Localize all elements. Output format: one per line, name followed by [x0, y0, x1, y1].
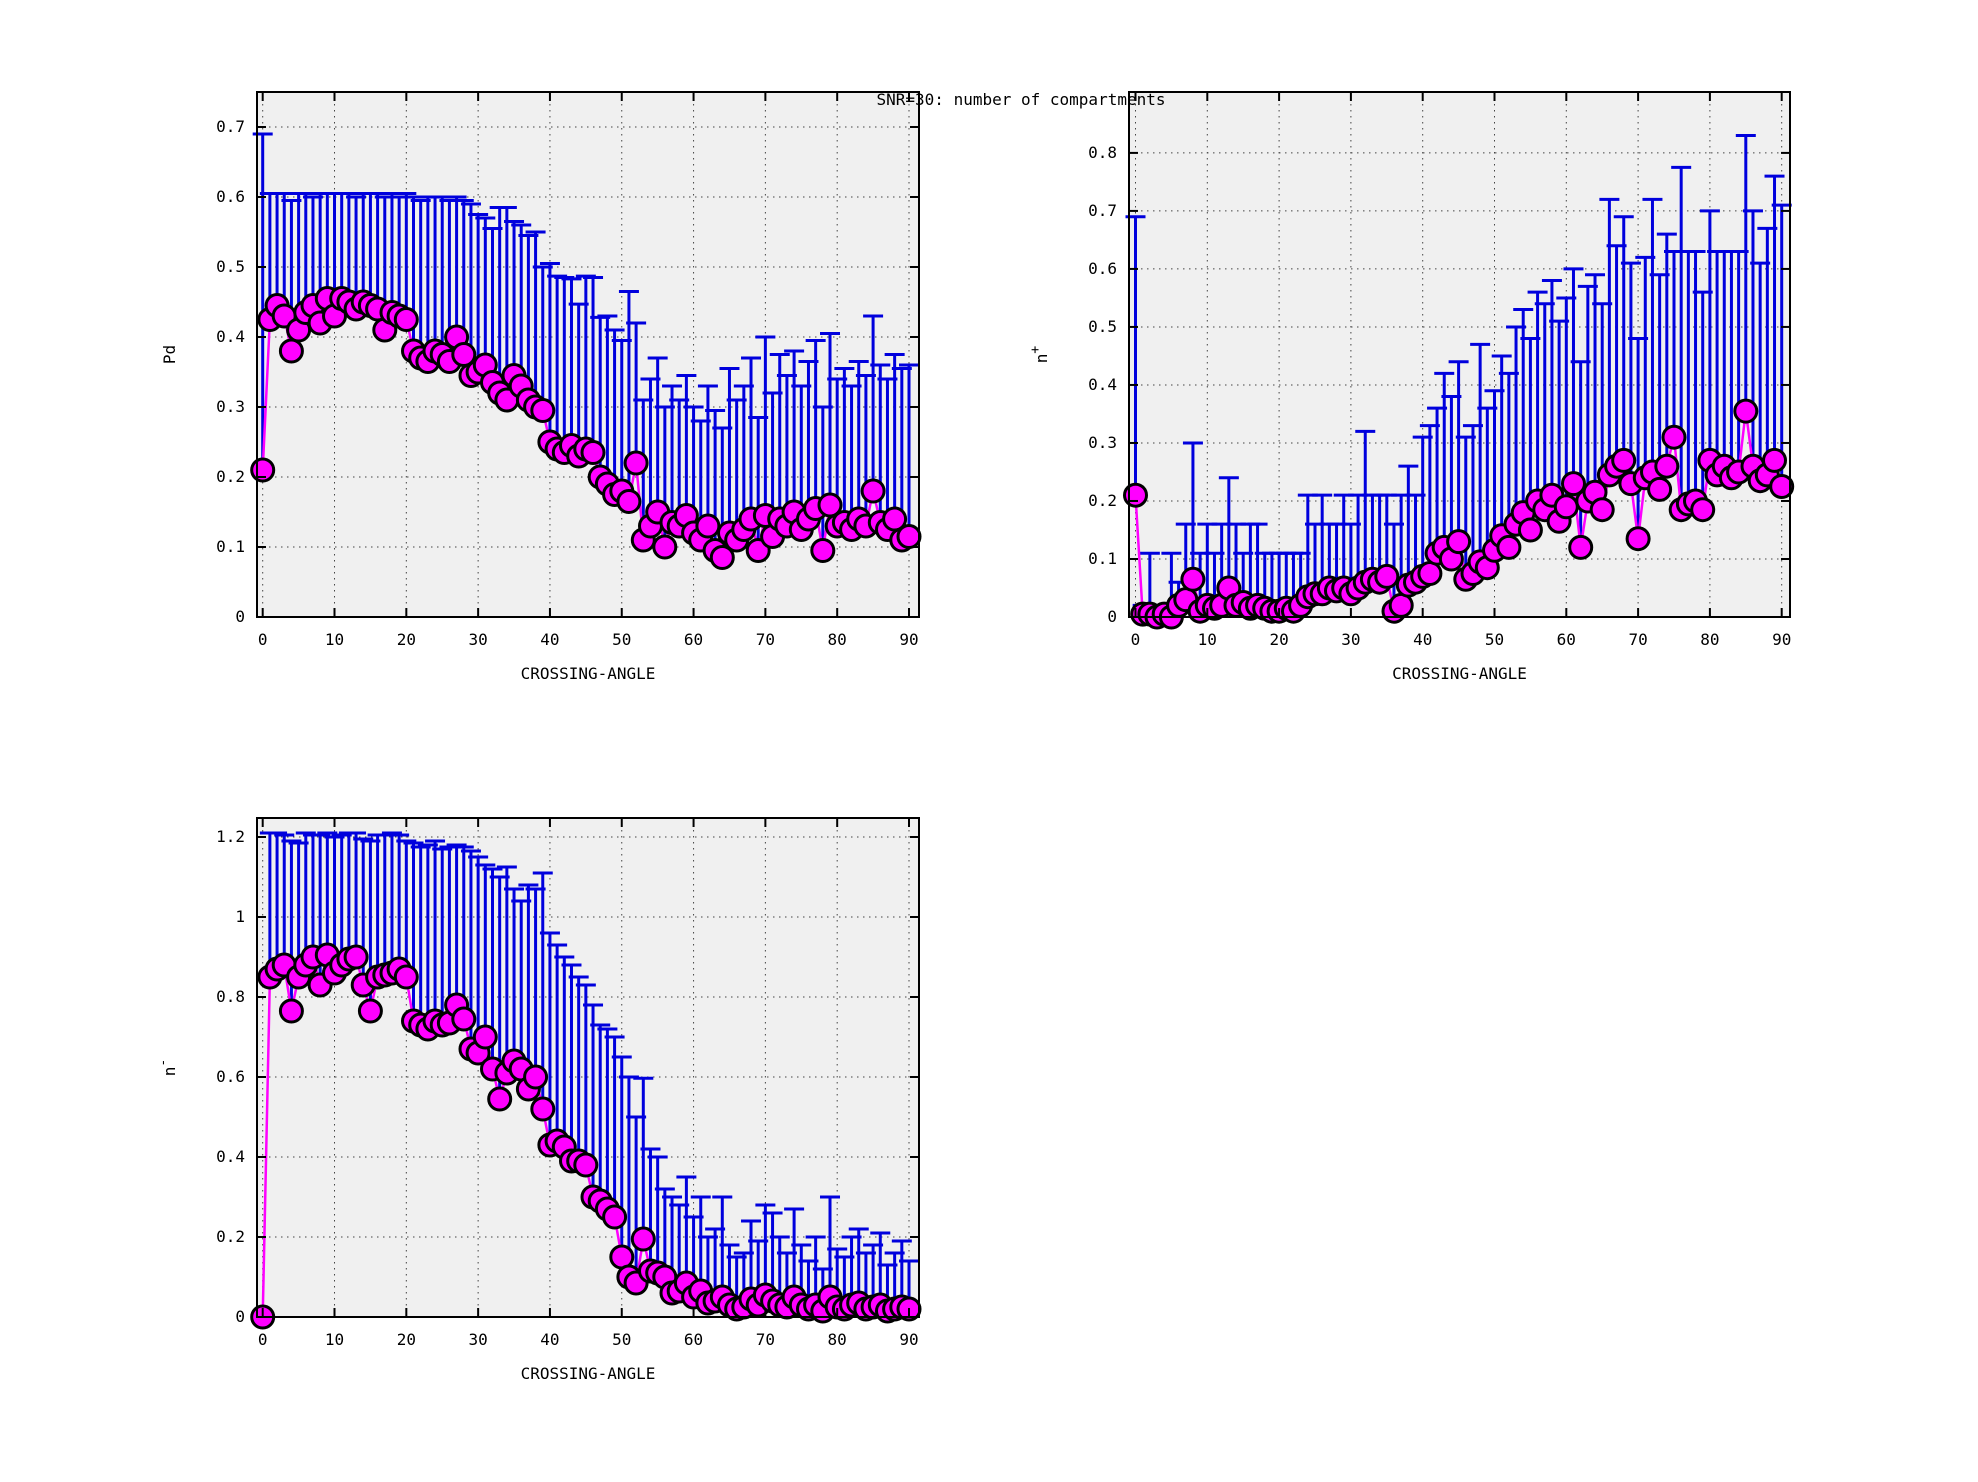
x-tick-label: 50 [1485, 630, 1504, 649]
y-tick-label: 0.2 [216, 1227, 245, 1246]
y-tick-label: 0 [235, 1307, 245, 1326]
y-tick-label: 0.6 [216, 1067, 245, 1086]
x-tick-label: 10 [325, 1330, 344, 1349]
x-tick-label: 90 [899, 1330, 918, 1349]
y-tick-label: 0.2 [1088, 491, 1117, 510]
x-tick-label: 60 [1557, 630, 1576, 649]
y-axis-label-n-minus: n- [156, 1059, 179, 1076]
x-tick-label: 60 [684, 630, 703, 649]
y-axis-label-pd: Pd [160, 345, 179, 364]
y-tick-label: 1 [235, 907, 245, 926]
x-tick-label: 10 [325, 630, 344, 649]
x-tick-label: 50 [612, 1330, 631, 1349]
y-tick-label: 0.4 [1088, 375, 1117, 394]
tick-labels-n-minus: 0 10 20 30 40 50 60 70 80 90 0 0.2 0.4 0.6 0.8 1 1.2 [216, 827, 919, 1349]
y-tick-label: 0.6 [1088, 259, 1117, 278]
y-tick-label: 0.8 [1088, 143, 1117, 162]
y-tick-label: 0.3 [216, 397, 245, 416]
y-tick-label: 0.8 [216, 987, 245, 1006]
plot-border-n-minus [256, 817, 920, 1318]
data-markers-pd [250, 286, 922, 570]
y-tick-label: 0.7 [216, 117, 245, 136]
x-tick-label: 30 [469, 630, 488, 649]
x-tick-label: 40 [540, 1330, 559, 1349]
x-tick-label: 30 [1341, 630, 1360, 649]
axis-ticks-pd [257, 92, 919, 618]
y-axis-label-n-plus: n+ [1028, 346, 1051, 364]
y-tick-label: 0.6 [216, 187, 245, 206]
x-tick-label: 80 [828, 630, 847, 649]
plot-border-pd [256, 91, 920, 618]
x-tick-label: 70 [756, 630, 775, 649]
y-tick-label: 0.1 [1088, 549, 1117, 568]
x-axis-label-pd: CROSSING-ANGLE [521, 664, 656, 683]
y-tick-label: 0.4 [216, 1147, 245, 1166]
x-tick-label: 0 [1131, 630, 1141, 649]
y-tick-label: 0.2 [216, 467, 245, 486]
y-tick-label: 1.2 [216, 827, 245, 846]
x-tick-label: 90 [899, 630, 918, 649]
x-axis-label-n-minus: CROSSING-ANGLE [521, 1364, 656, 1383]
x-tick-label: 80 [828, 1330, 847, 1349]
y-tick-label: 0.4 [216, 327, 245, 346]
axis-ticks-n-minus [257, 818, 919, 1318]
x-tick-label: 60 [684, 1330, 703, 1349]
x-tick-label: 90 [1772, 630, 1791, 649]
tick-labels-pd: 0 10 20 30 40 50 60 70 80 90 0 0.1 0.2 0.3 0.4 0.5 0.6 0.… [216, 117, 919, 649]
x-tick-label: 20 [397, 1330, 416, 1349]
figure-title: SNR=30: number of compartments [876, 90, 1166, 109]
plot-n-plus: 0 10 20 30 40 50 60 70 80 90 0 0.1 0.2 0.3 0.4 0.5 0.6 0.… [1028, 91, 1795, 683]
x-tick-label: 80 [1700, 630, 1719, 649]
plot-n-minus: 0 10 20 30 40 50 60 70 80 90 0 0.2 0.4 0.6 0.8 1 1.2 CROS… [156, 817, 922, 1383]
y-tick-label: 0 [1107, 607, 1117, 626]
data-markers-n-minus [250, 942, 922, 1330]
plot-border-n-plus [1128, 91, 1791, 618]
x-tick-label: 40 [540, 630, 559, 649]
y-tick-label: 0.3 [1088, 433, 1117, 452]
x-tick-label: 0 [258, 1330, 268, 1349]
y-tick-label: 0.1 [216, 537, 245, 556]
x-axis-label-n-plus: CROSSING-ANGLE [1392, 664, 1527, 683]
plot-pd: 0 10 20 30 40 50 60 70 80 90 0 0.1 0.2 0.3 0.4 0.5 0.6 0.… [160, 91, 922, 683]
x-tick-label: 40 [1413, 630, 1432, 649]
x-tick-label: 30 [469, 1330, 488, 1349]
plot-area-n-minus [257, 818, 919, 1317]
error-bars-n-plus [1125, 134, 1792, 617]
y-tick-label: 0.5 [216, 257, 245, 276]
x-tick-label: 20 [397, 630, 416, 649]
data-markers-n-plus [1123, 398, 1795, 630]
x-tick-label: 0 [258, 630, 268, 649]
tick-labels-n-plus: 0 10 20 30 40 50 60 70 80 90 0 0.1 0.2 0.3 0.4 0.5 0.6 0.… [1088, 143, 1791, 649]
x-tick-label: 10 [1198, 630, 1217, 649]
x-tick-label: 20 [1269, 630, 1288, 649]
x-tick-label: 50 [612, 630, 631, 649]
y-tick-label: 0.5 [1088, 317, 1117, 336]
y-tick-label: 0.7 [1088, 201, 1117, 220]
y-tick-label: 0 [235, 607, 245, 626]
x-tick-label: 70 [1628, 630, 1647, 649]
axis-ticks-n-plus [1129, 92, 1790, 618]
x-tick-label: 70 [756, 1330, 775, 1349]
